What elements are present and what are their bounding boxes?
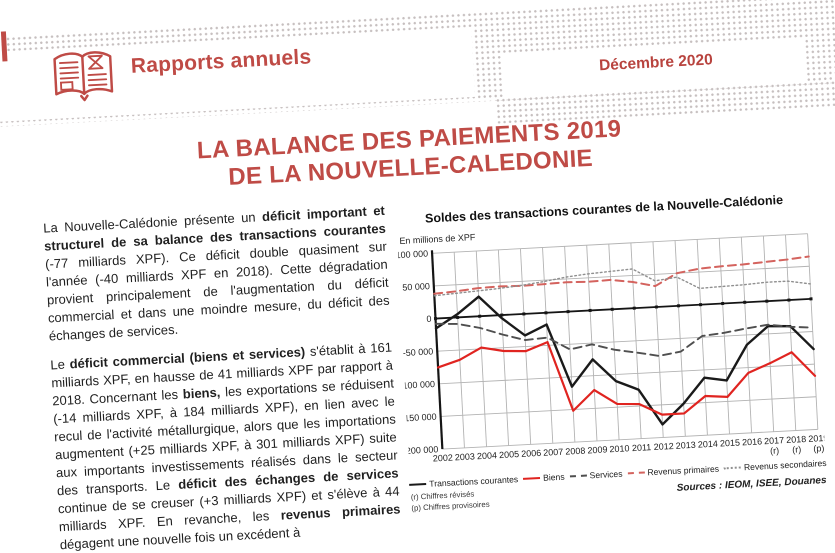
v-gridline — [785, 234, 797, 431]
h-gridline — [442, 428, 818, 450]
zero-axis-tick — [809, 297, 813, 301]
legend-item-biens: Biens — [523, 472, 565, 484]
x-tick-label: 2002 — [433, 453, 454, 464]
y-tick-label: 0 — [426, 314, 432, 324]
v-gridline — [608, 244, 620, 440]
v-gridline — [652, 241, 664, 438]
x-tick-label: 2005 — [499, 449, 520, 460]
x-tick-label: 2016 — [742, 436, 763, 447]
page-title: LA BALANCE DES PAIEMENTS 2019 DE LA NOUV… — [109, 111, 711, 198]
v-gridline — [630, 242, 642, 439]
emphasis-text: biens, — [182, 384, 221, 402]
x-tick-label: 2008 — [565, 446, 586, 457]
series-line-revenus-primaires — [433, 255, 810, 295]
v-gridline — [696, 239, 708, 436]
v-gridline — [740, 237, 753, 433]
x-tick-label: 2011 — [632, 442, 652, 453]
y-tick-label: 100 000 — [398, 249, 429, 261]
x-tick-label: 2018 — [786, 434, 807, 445]
zero-axis-tick — [654, 305, 658, 309]
x-tick-label: 2015 — [720, 437, 741, 448]
series-line-biens — [436, 340, 817, 416]
legend-marker-dashed — [569, 474, 587, 478]
legend-label: Revenus secondaires — [743, 457, 827, 473]
y-tick-label: -200 000 — [403, 444, 439, 456]
series-line-transactions-courantes — [434, 295, 815, 426]
h-gridline — [438, 363, 815, 385]
v-gridline — [497, 249, 510, 446]
v-gridline — [586, 245, 598, 441]
zero-axis-tick — [610, 307, 614, 311]
zero-axis-tick — [787, 298, 791, 302]
x-tick-label: 2010 — [609, 443, 630, 454]
x-tick-label: 2019 — [808, 433, 825, 444]
paragraph: La Nouvelle-Calédonie présente un défici… — [43, 202, 391, 346]
y-tick-label: -100 000 — [399, 379, 435, 391]
x-tick-sublabel: (p) — [813, 443, 825, 454]
y-axis-line — [430, 250, 444, 450]
zero-axis-tick — [588, 308, 592, 313]
legend-marker-dotted — [723, 466, 742, 470]
legend-label: Revenus primaires — [647, 463, 720, 478]
zero-axis-tick — [566, 310, 570, 314]
v-gridline — [762, 235, 775, 432]
legend-marker-solid — [523, 476, 541, 480]
zero-axis-tick — [632, 306, 636, 310]
zero-axis-tick — [765, 299, 769, 303]
y-tick-label: -50 000 — [402, 346, 433, 358]
legend-marker-solid — [409, 482, 427, 486]
zero-axis-tick — [676, 304, 681, 308]
h-gridline — [432, 233, 808, 254]
legend-label: Services — [589, 468, 623, 481]
legend-item-services: Services — [569, 468, 623, 482]
x-tick-label: 2009 — [587, 444, 608, 455]
x-tick-label: 2012 — [653, 441, 674, 452]
h-gridline — [440, 396, 817, 417]
legend-label: Biens — [542, 471, 565, 483]
x-tick-label: 2003 — [455, 451, 476, 462]
zero-axis-tick — [522, 312, 526, 316]
chart-figure: Soldes des transactions courantes de la … — [396, 191, 827, 513]
zero-axis-tick — [544, 311, 548, 315]
legend-item-revenus-primaires: Revenus primaires — [627, 464, 719, 479]
chart-notes: (r) Chiffres révisés (p) Chiffres provis… — [411, 489, 490, 514]
open-book-icon — [53, 51, 114, 102]
x-tick-sublabel: (r) — [770, 445, 780, 455]
x-tick-label: 2004 — [477, 450, 498, 461]
zero-axis-tick — [743, 300, 747, 304]
emphasis-text: revenus primaires — [280, 501, 401, 523]
zero-axis-tick — [721, 301, 725, 306]
y-tick-label: 50 000 — [402, 281, 430, 292]
v-gridline — [718, 238, 730, 435]
zero-axis-tick — [456, 315, 460, 319]
x-tick-label: 2017 — [764, 435, 785, 446]
x-tick-label: 2014 — [698, 439, 719, 450]
h-gridline — [437, 331, 813, 352]
text-run: Le — [50, 356, 71, 373]
legend-label: Transactions courantes — [429, 474, 519, 489]
paragraph: Le déficit commercial (biens et services… — [50, 339, 402, 553]
line-chart: 100 000 50 000 0 -50 000 -100 000 -150 000 -20… — [398, 233, 825, 464]
x-tick-label: 2007 — [543, 447, 564, 458]
x-tick-label: 2013 — [676, 440, 697, 451]
text-run: (-77 milliards XPF). Ce déficit double q… — [44, 238, 390, 344]
body-text-column: La Nouvelle-Calédonie présente un défici… — [43, 202, 403, 553]
x-tick-sublabel: (r) — [792, 444, 802, 454]
zero-axis-tick — [478, 314, 482, 318]
v-gridline — [807, 233, 819, 430]
v-gridline — [519, 248, 532, 445]
chart-sources: Sources : IEOM, ISEE, Douanes — [676, 474, 827, 494]
h-gridline — [433, 265, 810, 287]
zero-axis-tick — [698, 303, 703, 307]
series-line-services — [434, 322, 814, 357]
x-tick-label: 2006 — [521, 448, 542, 459]
series-line-revenus-secondaires — [433, 268, 811, 297]
v-gridline — [475, 250, 487, 447]
y-tick-label: -150 000 — [401, 412, 437, 424]
v-gridline — [453, 252, 465, 448]
legend-marker-dashed — [627, 471, 645, 475]
